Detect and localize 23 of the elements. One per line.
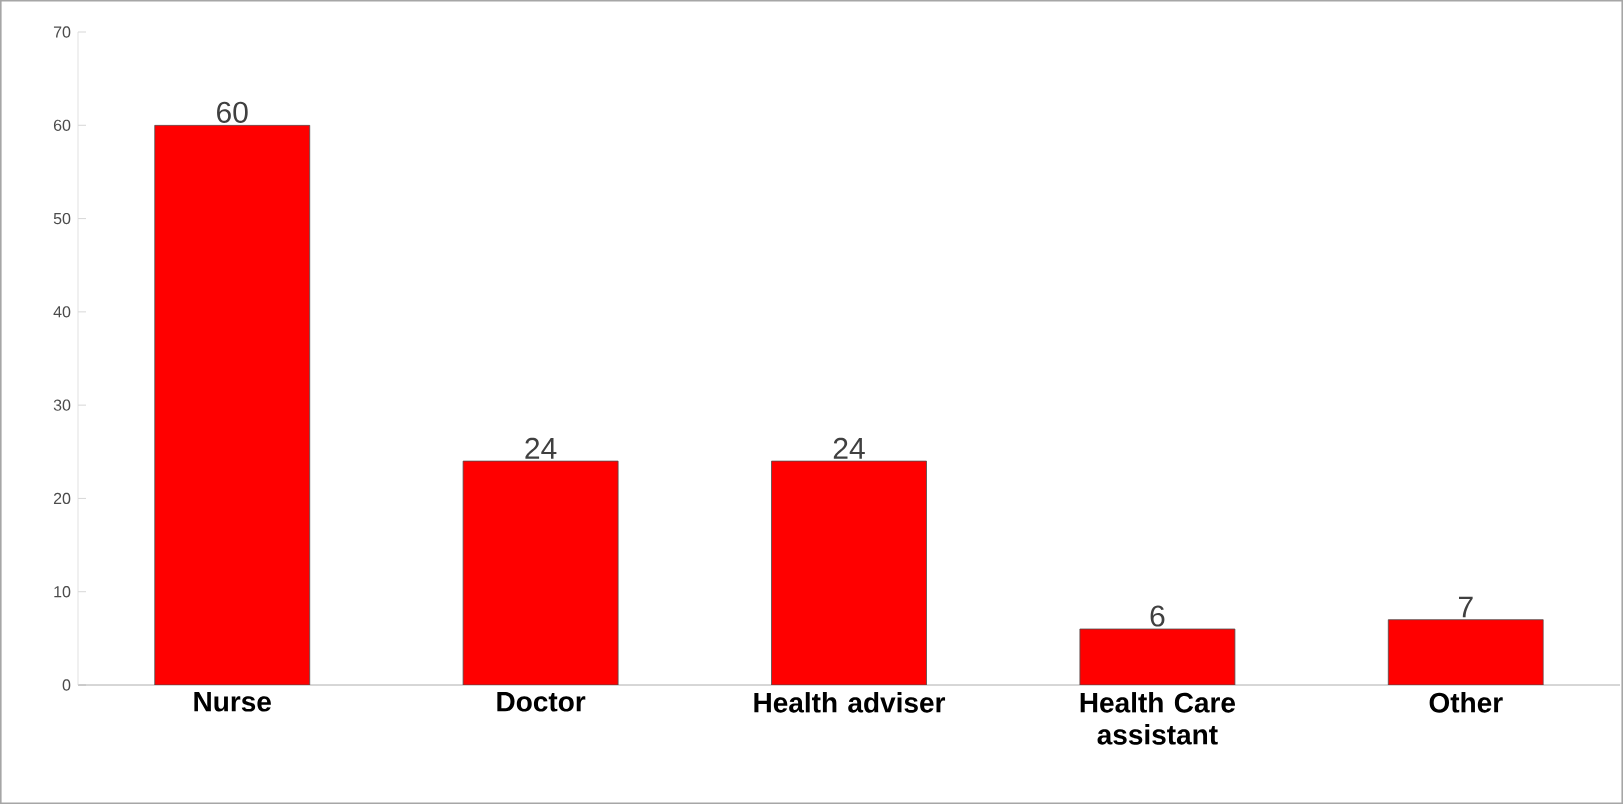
bar xyxy=(462,460,619,685)
data-label: 6 xyxy=(1150,605,1165,627)
bar xyxy=(1079,628,1236,685)
data-label: 24 xyxy=(525,437,557,459)
y-tick-label: 50 xyxy=(53,212,71,225)
x-tick-label: Nurse xyxy=(194,692,271,712)
data-label: 7 xyxy=(1459,596,1473,618)
x-tick-label: Health Care assistant xyxy=(1080,692,1236,745)
bar xyxy=(154,124,311,685)
data-label: 24 xyxy=(833,437,865,459)
x-tick-label: Doctor xyxy=(497,692,586,712)
y-tick-label: 10 xyxy=(54,586,71,598)
bar xyxy=(1387,619,1544,685)
y-tick-label: 30 xyxy=(53,399,71,411)
y-tick-label: 20 xyxy=(53,492,71,505)
data-label: 60 xyxy=(217,101,248,123)
y-tick-label: 0 xyxy=(62,679,71,691)
y-tick-label: 60 xyxy=(53,119,71,131)
y-tick-label: 70 xyxy=(53,26,71,38)
x-tick-label: Other xyxy=(1429,692,1503,713)
bar xyxy=(771,460,927,685)
x-tick-label: Health adviser xyxy=(754,692,946,713)
y-tick-label: 40 xyxy=(53,306,71,318)
